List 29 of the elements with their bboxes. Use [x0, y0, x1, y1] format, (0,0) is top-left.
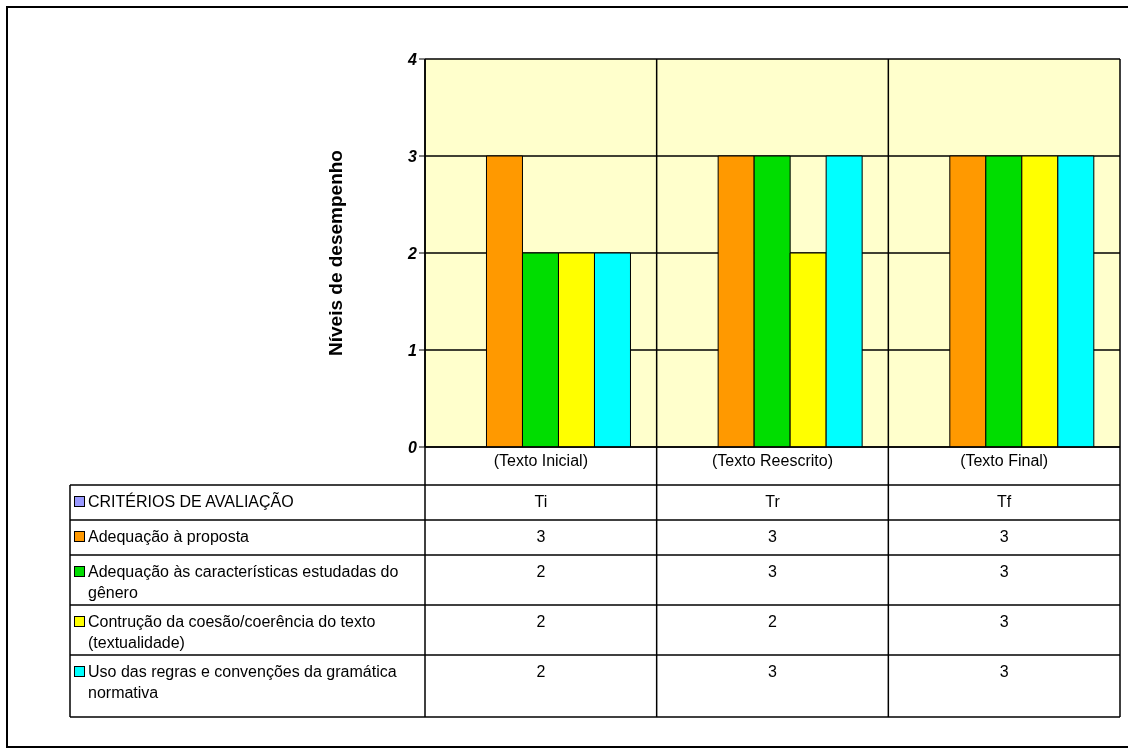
- legend-label: CRITÉRIOS DE AVALIAÇÃO: [88, 491, 294, 512]
- data-label: 3: [998, 562, 1010, 582]
- legend-label: Contrução da coesão/coerência do texto (textualidade): [88, 612, 377, 653]
- y-tick-label: 1: [408, 341, 418, 359]
- text: Tf: [997, 493, 1012, 510]
- y-tick-label: 0: [408, 438, 418, 456]
- data-label: 2: [767, 612, 778, 632]
- x-tick-label: (Texto Final): [960, 452, 1049, 470]
- data-label: 2: [535, 662, 547, 682]
- data-label: 3: [767, 662, 778, 682]
- legend-label: Adequação às características estudadas do gênero: [88, 562, 400, 603]
- text: Ti: [534, 493, 548, 510]
- y-tick-label: 4: [407, 50, 418, 68]
- text: Tr: [765, 493, 780, 510]
- x-tick-label: (Texto Inicial): [493, 452, 588, 470]
- y-tick-label: 3: [408, 147, 418, 165]
- data-label: 3: [998, 527, 1010, 547]
- data-label: 3: [998, 612, 1010, 632]
- y-tick-label: 2: [407, 244, 418, 262]
- data-label: 2: [535, 612, 547, 632]
- data-label: 3: [767, 527, 778, 547]
- data-label: 2: [535, 562, 547, 582]
- x-tick-label: (Texto Reescrito): [712, 452, 833, 470]
- data-label: 3: [767, 562, 778, 582]
- data-label: 3: [998, 662, 1010, 682]
- y-axis-title: Níveis de desempenho: [324, 150, 346, 356]
- data-label: 3: [535, 527, 547, 547]
- legend-label: Adequação à proposta: [88, 527, 250, 547]
- legend-label: Uso das regras e convenções da gramática normativa: [88, 662, 398, 703]
